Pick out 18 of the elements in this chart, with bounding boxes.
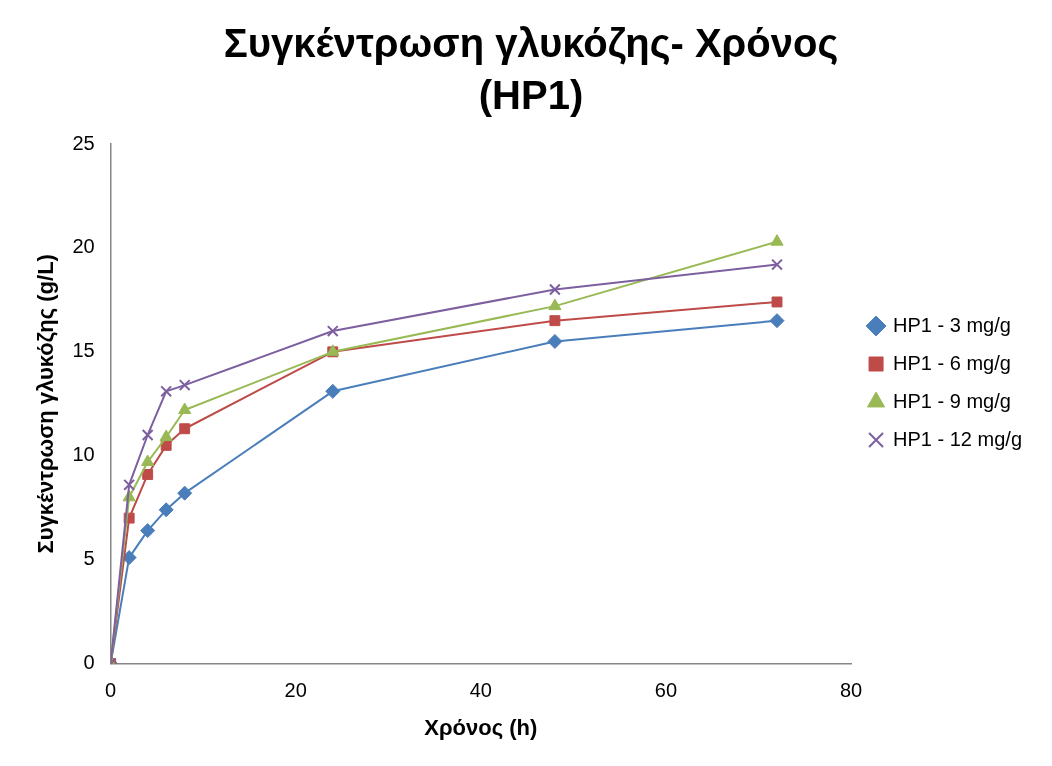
x-tick-label: 40: [469, 679, 492, 702]
legend-label: HP1 - 3 mg/g: [893, 313, 1011, 336]
x-tick-label: 60: [654, 679, 678, 702]
x-axis-title: Χρόνος (h): [424, 714, 538, 740]
y-tick-label: 15: [72, 339, 95, 362]
x-tick-label: 80: [839, 679, 863, 702]
y-axis-title: Συγκέντρωση γλυκόζης (g/L): [33, 254, 59, 554]
legend-label: HP1 - 9 mg/g: [893, 389, 1011, 412]
y-tick-label: 5: [83, 547, 95, 570]
chart-title: Συγκέντρωση γλυκόζης- Χρόνος (HP1): [223, 21, 839, 118]
y-tick-label: 10: [72, 443, 95, 466]
x-tick-label: 20: [284, 679, 307, 702]
y-tick-label: 0: [83, 651, 95, 674]
y-tick-label: 25: [72, 131, 95, 154]
legend-label: HP1 - 12 mg/g: [893, 427, 1023, 450]
y-tick-label: 20: [72, 235, 95, 258]
legend-label: HP1 - 6 mg/g: [893, 351, 1011, 374]
x-tick-label: 0: [105, 679, 117, 702]
